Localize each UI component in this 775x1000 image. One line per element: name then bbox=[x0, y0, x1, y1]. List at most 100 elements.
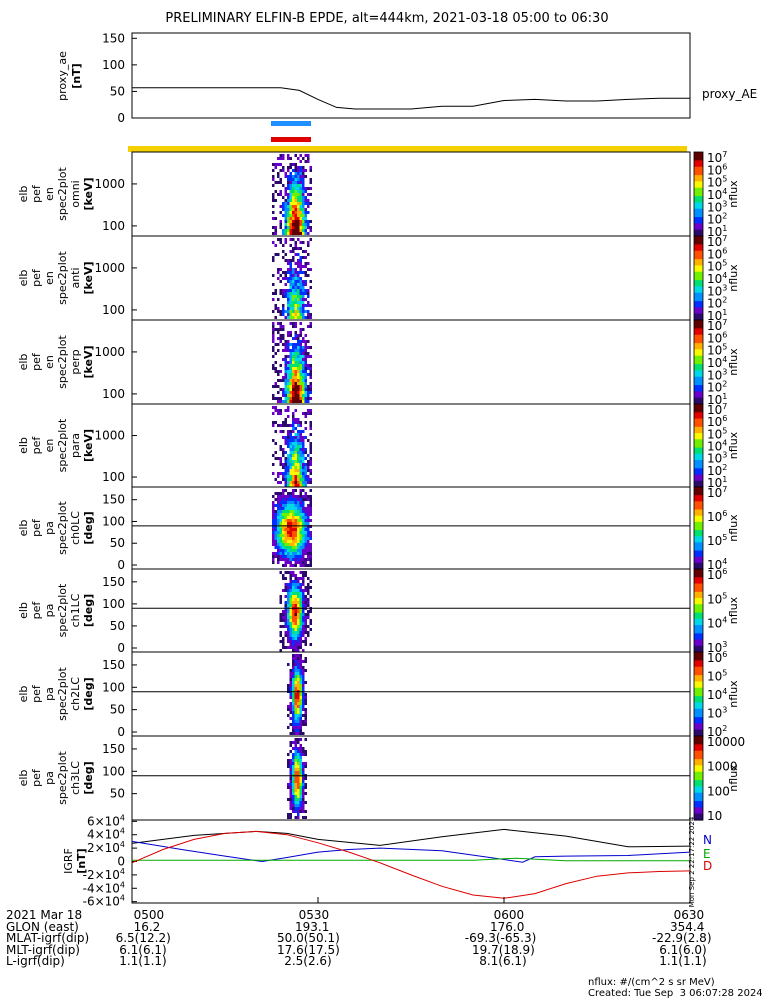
proxy-ae-ylabel: proxy_ae bbox=[56, 51, 69, 101]
colorbar-step bbox=[694, 240, 703, 243]
colorbar-step bbox=[694, 564, 703, 568]
igrf-line-bx bbox=[131, 828, 691, 848]
colorbar-step bbox=[694, 706, 703, 710]
spec-ylabel: pef bbox=[30, 352, 43, 371]
colorbar-tick: 107 bbox=[707, 234, 727, 249]
footer-row-label: 2021 Mar 18 bbox=[6, 908, 83, 922]
colorbar-tick: 102 bbox=[707, 724, 727, 739]
colorbar-step bbox=[694, 236, 703, 239]
igrf-line-bt bbox=[131, 830, 691, 899]
colorbar-step bbox=[694, 788, 703, 792]
footer-row-label: MLT-igrf(dip) bbox=[6, 942, 80, 957]
colorbar-tick: 103 bbox=[707, 451, 727, 466]
colorbar-step bbox=[694, 225, 703, 229]
spec-frame-ch3 bbox=[131, 735, 691, 821]
colorbar-step bbox=[694, 637, 703, 641]
colorbar-step bbox=[694, 309, 703, 313]
colorbar-tick: 105 bbox=[707, 669, 727, 684]
spec-ylabel: [deg] bbox=[82, 761, 95, 794]
colorbar-step bbox=[694, 267, 703, 271]
colorbar-frame bbox=[693, 735, 704, 821]
colorbar-step bbox=[694, 223, 703, 227]
colorbar-step bbox=[694, 299, 703, 302]
spec-ylabel: en bbox=[43, 187, 56, 201]
colorbar-step bbox=[694, 742, 703, 745]
colorbar-step bbox=[694, 652, 703, 655]
colorbar-step bbox=[694, 773, 703, 777]
colorbar-step bbox=[694, 782, 703, 785]
proxy-ae-yunit: [nT] bbox=[70, 63, 83, 88]
spec-ylabel: ch2LC bbox=[69, 677, 82, 711]
colorbar-tick: 105 bbox=[707, 533, 727, 548]
spec-ylabel: spec2plot bbox=[56, 751, 69, 805]
colorbar-step bbox=[694, 328, 703, 332]
colorbar-step bbox=[694, 404, 703, 407]
footer-cell: 6.5(12.2) bbox=[115, 931, 171, 945]
colorbar-step bbox=[694, 401, 703, 405]
igrf-side-stamp: Mon Sep 2 22:17:22 2024 bbox=[688, 816, 696, 907]
colorbar-step bbox=[694, 416, 703, 420]
colorbar-step bbox=[694, 219, 703, 222]
spec-ylabel: elb bbox=[17, 354, 30, 371]
colorbar-step bbox=[694, 191, 703, 195]
colorbar-step bbox=[694, 457, 703, 461]
colorbar-step bbox=[694, 311, 703, 315]
colorbar-step bbox=[694, 643, 703, 647]
colorbar-step bbox=[694, 629, 703, 632]
spec-ylabel: pa bbox=[43, 604, 56, 618]
colorbar-label: nflux bbox=[727, 431, 740, 459]
colorbar-step bbox=[694, 410, 703, 413]
colorbar-tick: 104 bbox=[707, 557, 727, 572]
colorbar-step bbox=[694, 351, 703, 355]
footer-cell: 0500 bbox=[133, 908, 165, 922]
colorbar-step bbox=[694, 254, 703, 258]
footer-cell: 193.1 bbox=[295, 919, 330, 934]
colorbar-step bbox=[694, 179, 703, 182]
footer-cell: 0600 bbox=[493, 908, 525, 922]
spec-ylabel: ch3LC bbox=[69, 761, 82, 795]
spec-ylabel: [deg] bbox=[82, 677, 95, 710]
colorbar-step bbox=[694, 729, 703, 733]
event-bar-blue bbox=[271, 121, 311, 126]
colorbar-step bbox=[694, 341, 703, 344]
colorbar-step bbox=[694, 536, 703, 539]
colorbar-step bbox=[694, 593, 703, 597]
colorbar-step bbox=[694, 731, 703, 735]
colorbar-step bbox=[694, 769, 703, 773]
colorbar-label: nflux bbox=[727, 680, 740, 708]
colorbar-step bbox=[694, 525, 703, 529]
proxy-ae-legend: proxy_AE bbox=[702, 87, 757, 101]
colorbar-tick: 104 bbox=[707, 616, 727, 631]
colorbar-step bbox=[694, 540, 703, 543]
spec-ylabel: en bbox=[43, 271, 56, 285]
colorbar-step bbox=[694, 746, 703, 750]
colorbar-step bbox=[694, 217, 703, 220]
colorbar-step bbox=[694, 317, 703, 321]
colorbar-step bbox=[694, 166, 703, 170]
colorbar-tick: 101 bbox=[707, 475, 727, 490]
footer-row-label: MLAT-igrf(dip) bbox=[6, 931, 90, 945]
colorbar-step bbox=[694, 558, 703, 562]
colorbar-step bbox=[694, 509, 703, 513]
colorbar-tick: 105 bbox=[707, 591, 727, 606]
colorbar-step bbox=[694, 575, 703, 578]
igrf-ylabel: IGRF bbox=[62, 848, 75, 874]
spec-cells-ch0 bbox=[272, 489, 312, 567]
colorbar-step bbox=[694, 347, 703, 350]
colorbar-step bbox=[694, 443, 703, 447]
colorbar-step bbox=[694, 493, 703, 496]
colorbar-step bbox=[694, 727, 703, 731]
colorbar-tick: 106 bbox=[707, 567, 727, 582]
colorbar-step bbox=[694, 585, 703, 589]
spec-frame-anti bbox=[131, 235, 691, 321]
colorbar-step bbox=[694, 548, 703, 552]
colorbar-label: nflux bbox=[727, 514, 740, 542]
proxy-ae-frame bbox=[131, 32, 691, 119]
colorbar-step bbox=[694, 698, 703, 701]
colorbar-step bbox=[694, 513, 703, 517]
footer-cell: 6.1(6.1) bbox=[119, 942, 167, 957]
colorbar-step bbox=[694, 428, 703, 432]
colorbar-step bbox=[694, 757, 703, 760]
colorbar-step bbox=[694, 393, 703, 397]
